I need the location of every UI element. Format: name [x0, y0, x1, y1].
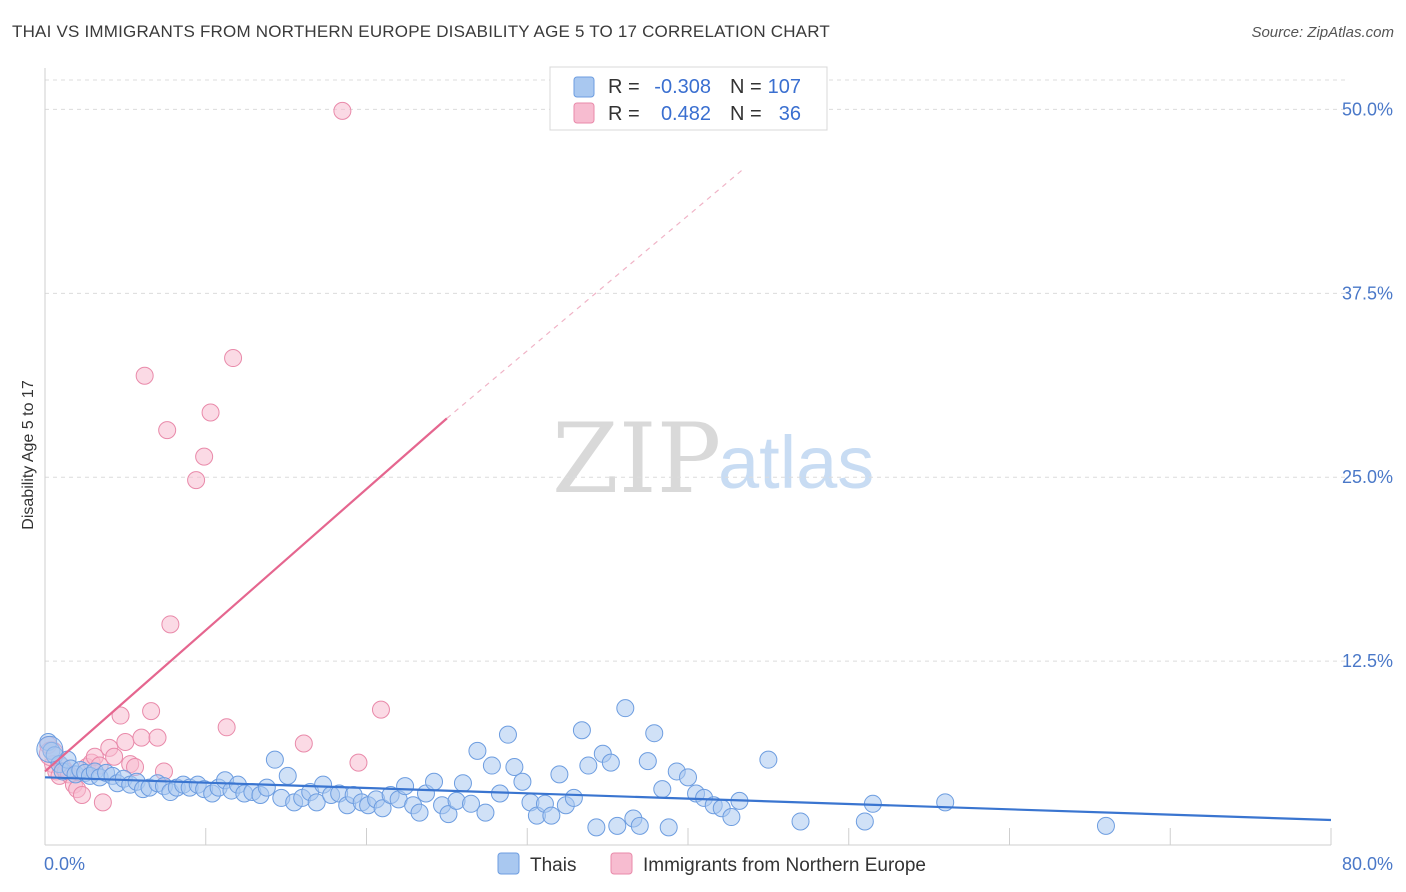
bottom-legend-swatch-northern-europe — [610, 852, 633, 875]
data-point-thais — [476, 803, 495, 822]
legend-r-value-northern-europe: 0.482 — [661, 103, 711, 125]
data-point-thais — [498, 725, 517, 744]
data-point-thais — [265, 750, 284, 769]
data-point-thais — [468, 741, 487, 760]
trend-line-northern-europe — [44, 417, 448, 773]
data-point-thais — [373, 799, 392, 818]
data-point-northern-europe — [195, 447, 214, 466]
data-point-northern-europe — [158, 421, 177, 440]
legend-n-value-northern-europe: 36 — [779, 103, 801, 125]
data-point-thais — [679, 768, 697, 787]
series-legend: Thais Immigrants from Northern Europe — [497, 852, 926, 876]
data-point-thais — [608, 816, 627, 835]
data-point-thais — [791, 812, 810, 831]
data-point-thais — [307, 793, 326, 812]
data-point-thais — [453, 774, 472, 793]
data-point-thais — [659, 818, 678, 837]
data-point-thais — [616, 699, 635, 718]
data-point-northern-europe — [224, 349, 243, 368]
y-tick-label: 25.0% — [1342, 467, 1393, 487]
legend-n-value-thais: 107 — [768, 76, 801, 98]
trend-line-thais — [44, 776, 1332, 822]
data-point-northern-europe — [161, 615, 180, 634]
series-northern-europe-points — [38, 101, 390, 812]
chart-title: THAI VS IMMIGRANTS FROM NORTHERN EUROPE … — [12, 22, 830, 41]
data-point-northern-europe — [116, 733, 135, 752]
gridlines — [45, 79, 1345, 662]
bottom-legend-label-thais: Thais — [530, 855, 576, 876]
legend-r-label-northern-europe: R = — [608, 103, 640, 125]
bottom-legend-swatch-thais — [497, 852, 520, 875]
data-point-thais — [410, 803, 429, 822]
legend-swatch-northern-europe — [573, 102, 595, 124]
x-tick-labels: 0.0% 80.0% — [44, 854, 1393, 874]
data-point-thais — [653, 780, 672, 799]
x-tick-label-max: 80.0% — [1342, 854, 1393, 874]
data-point-thais — [564, 788, 583, 807]
data-point-thais — [425, 772, 444, 791]
data-point-thais — [505, 758, 524, 777]
data-point-thais — [572, 721, 591, 740]
data-point-thais — [461, 794, 480, 813]
data-point-thais — [447, 791, 466, 810]
series-thais-points — [36, 699, 1115, 837]
trend-lines — [44, 167, 1332, 822]
correlation-legend: R = -0.308 N = 107 R = 0.482 N = 36 — [549, 66, 828, 131]
data-point-northern-europe — [201, 403, 220, 422]
watermark-zip: ZIP — [552, 403, 721, 515]
y-tick-label: 37.5% — [1342, 283, 1393, 303]
bottom-legend-label-northern-europe: Immigrants from Northern Europe — [643, 855, 926, 876]
data-point-thais — [601, 753, 620, 772]
data-point-northern-europe — [135, 366, 154, 385]
data-point-thais — [439, 805, 458, 824]
watermark-atlas: atlas — [718, 421, 874, 504]
data-point-thais — [855, 812, 874, 831]
legend-n-label-northern-europe: N = — [730, 103, 762, 125]
data-point-northern-europe — [371, 700, 390, 719]
data-point-thais — [36, 735, 64, 763]
data-point-northern-europe — [132, 728, 151, 747]
source-credit: Source: ZipAtlas.com — [1251, 24, 1394, 41]
data-point-thais — [1096, 816, 1115, 835]
data-point-thais — [257, 778, 276, 797]
data-point-thais — [630, 816, 649, 835]
legend-box — [549, 66, 828, 131]
data-point-northern-europe — [187, 471, 206, 490]
data-point-thais — [278, 766, 297, 785]
axes — [44, 68, 1332, 846]
data-point-thais — [482, 756, 501, 775]
data-point-northern-europe — [111, 706, 130, 725]
data-point-thais — [513, 772, 532, 791]
data-point-northern-europe — [93, 793, 112, 812]
trend-line-northern-europe-extension — [446, 167, 745, 419]
data-point-northern-europe — [333, 101, 352, 120]
legend-r-label-thais: R = — [608, 76, 640, 98]
data-point-thais — [542, 806, 561, 825]
data-point-northern-europe — [148, 728, 167, 747]
data-point-northern-europe — [349, 753, 368, 772]
data-point-thais — [759, 750, 778, 769]
data-point-northern-europe — [217, 718, 236, 737]
data-point-thais — [550, 765, 569, 784]
y-axis-label: Disability Age 5 to 17 — [20, 380, 37, 530]
y-tick-label: 50.0% — [1342, 99, 1393, 119]
data-point-northern-europe — [105, 747, 124, 766]
legend-swatch-thais — [573, 76, 595, 98]
data-point-northern-europe — [72, 785, 91, 804]
legend-n-label-thais: N = — [730, 76, 762, 98]
data-point-thais — [396, 777, 415, 796]
y-tick-label: 12.5% — [1342, 651, 1393, 671]
data-point-thais — [587, 818, 606, 837]
data-point-thais — [579, 756, 598, 775]
data-point-thais — [722, 808, 741, 827]
legend-r-value-thais: -0.308 — [654, 76, 711, 98]
data-point-northern-europe — [142, 702, 161, 721]
data-point-thais — [645, 724, 664, 743]
data-point-northern-europe — [294, 734, 313, 753]
x-tick-label-min: 0.0% — [44, 854, 85, 874]
y-tick-labels: 12.5% 25.0% 37.5% 50.0% — [1342, 99, 1393, 671]
data-point-thais — [638, 752, 657, 771]
